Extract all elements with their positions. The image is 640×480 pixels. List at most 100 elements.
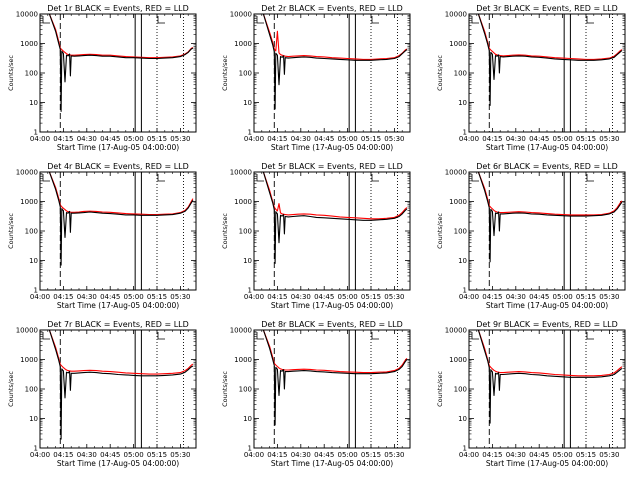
x-tick-label: 05:30	[170, 135, 190, 143]
lld-series-line	[477, 330, 623, 377]
x-tick-label: 04:00	[244, 135, 264, 143]
panel-plot-area	[262, 14, 408, 132]
y-tick-label: 10	[458, 415, 467, 423]
panel-plot-area	[477, 14, 623, 132]
x-tick-label: 04:15	[482, 293, 502, 301]
corner-bracket	[157, 16, 165, 24]
panel-plot-area	[262, 330, 408, 448]
x-tick-label: 04:30	[77, 293, 97, 301]
x-tick-label: 05:15	[576, 135, 596, 143]
y-tick-label: 1000	[449, 356, 467, 364]
chart-panel-9: Det 9r BLACK = Events, RED = LLD 1 10 100 10…	[436, 320, 626, 468]
x-tick-label: 04:45	[314, 451, 334, 459]
x-tick-label: 05:15	[361, 135, 381, 143]
chart-panel-1: Det 1r BLACK = Events, RED = LLD 1 10 100 10…	[7, 4, 197, 152]
corner-bracket	[256, 332, 264, 340]
y-axis-label: Counts/sec	[221, 55, 229, 91]
y-tick-label: 10	[243, 257, 252, 265]
x-tick-label: 04:30	[291, 135, 311, 143]
events-series-line	[477, 14, 623, 106]
corner-bracket	[42, 332, 50, 340]
plot-frame	[39, 171, 197, 291]
y-tick-label: 10000	[445, 169, 467, 177]
x-tick-label: 04:15	[53, 451, 73, 459]
y-tick-label: 100	[25, 386, 38, 394]
y-tick-label: 10	[458, 257, 467, 265]
x-tick-label: 04:15	[53, 135, 73, 143]
y-tick-label: 1000	[234, 198, 252, 206]
x-tick-label: 04:30	[77, 451, 97, 459]
y-tick-label: 10000	[16, 11, 38, 19]
lld-series-line	[477, 14, 623, 60]
lld-series-line	[262, 330, 408, 374]
lld-series-line	[262, 172, 408, 220]
x-tick-label: 05:30	[599, 293, 619, 301]
chart-panel-5: Det 5r BLACK = Events, RED = LLD 1 10 100 10…	[221, 162, 411, 310]
chart-panel-4: Det 4r BLACK = Events, RED = LLD 1 10 100 10…	[7, 162, 197, 310]
y-tick-label: 100	[454, 228, 467, 236]
x-tick-label: 05:30	[384, 451, 404, 459]
y-tick-label: 10	[458, 99, 467, 107]
y-tick-label: 100	[454, 70, 467, 78]
x-tick-label: 04:15	[267, 451, 287, 459]
x-tick-label: 04:15	[482, 451, 502, 459]
panel-title: Det 8r BLACK = Events, RED = LLD	[261, 320, 403, 329]
x-tick-label: 04:30	[77, 135, 97, 143]
x-tick-label: 04:15	[53, 293, 73, 301]
corner-bracket	[256, 16, 264, 24]
plot-frame	[468, 13, 626, 133]
x-axis-label: Start Time (17-Aug-05 04:00:00)	[57, 301, 179, 310]
y-tick-label: 1000	[20, 198, 38, 206]
x-tick-label: 04:45	[529, 451, 549, 459]
y-tick-label: 1	[463, 129, 467, 137]
y-tick-label: 10000	[230, 169, 252, 177]
x-tick-label: 05:15	[147, 135, 167, 143]
events-series-line	[48, 172, 194, 266]
y-tick-label: 10000	[445, 11, 467, 19]
corner-bracket	[42, 16, 50, 24]
y-tick-label: 1	[34, 287, 38, 295]
x-axis-label: Start Time (17-Aug-05 04:00:00)	[486, 143, 608, 152]
x-tick-label: 04:00	[30, 135, 50, 143]
plot-frame	[468, 171, 626, 291]
corner-bracket	[586, 332, 594, 340]
y-tick-label: 10000	[230, 11, 252, 19]
panel-plot-area	[48, 330, 194, 448]
x-tick-label: 05:30	[599, 451, 619, 459]
plot-frame	[39, 13, 197, 133]
events-series-line	[262, 330, 408, 426]
x-tick-label: 04:15	[482, 135, 502, 143]
x-tick-label: 05:00	[553, 135, 573, 143]
chart-panel-2: Det 2r BLACK = Events, RED = LLD 1 10 100 10…	[221, 4, 411, 152]
corner-bracket	[157, 174, 165, 182]
x-tick-label: 05:30	[170, 451, 190, 459]
x-tick-label: 04:00	[459, 451, 479, 459]
y-tick-label: 10000	[230, 327, 252, 335]
x-tick-label: 05:00	[124, 293, 144, 301]
x-tick-label: 04:00	[459, 135, 479, 143]
x-tick-label: 04:45	[529, 135, 549, 143]
corner-bracket	[371, 16, 379, 24]
x-tick-label: 05:30	[384, 293, 404, 301]
x-tick-label: 04:30	[506, 293, 526, 301]
panel-plot-area	[48, 14, 194, 132]
x-axis-label: Start Time (17-Aug-05 04:00:00)	[486, 301, 608, 310]
x-tick-label: 05:00	[553, 293, 573, 301]
y-tick-label: 1000	[20, 40, 38, 48]
x-tick-label: 05:15	[361, 451, 381, 459]
chart-panel-7: Det 7r BLACK = Events, RED = LLD 1 10 100 10…	[7, 320, 197, 468]
corner-bracket	[371, 174, 379, 182]
y-tick-label: 10	[29, 99, 38, 107]
events-series-line	[477, 172, 623, 263]
plot-frame	[253, 13, 411, 133]
y-tick-label: 10000	[16, 169, 38, 177]
y-tick-label: 1	[248, 129, 252, 137]
y-axis-label: Counts/sec	[7, 55, 15, 91]
panel-title: Det 3r BLACK = Events, RED = LLD	[476, 4, 618, 13]
y-axis-label: Counts/sec	[7, 213, 15, 249]
x-tick-label: 05:15	[147, 451, 167, 459]
y-axis-label: Counts/sec	[221, 371, 229, 407]
x-tick-label: 05:15	[361, 293, 381, 301]
y-tick-label: 10000	[16, 327, 38, 335]
